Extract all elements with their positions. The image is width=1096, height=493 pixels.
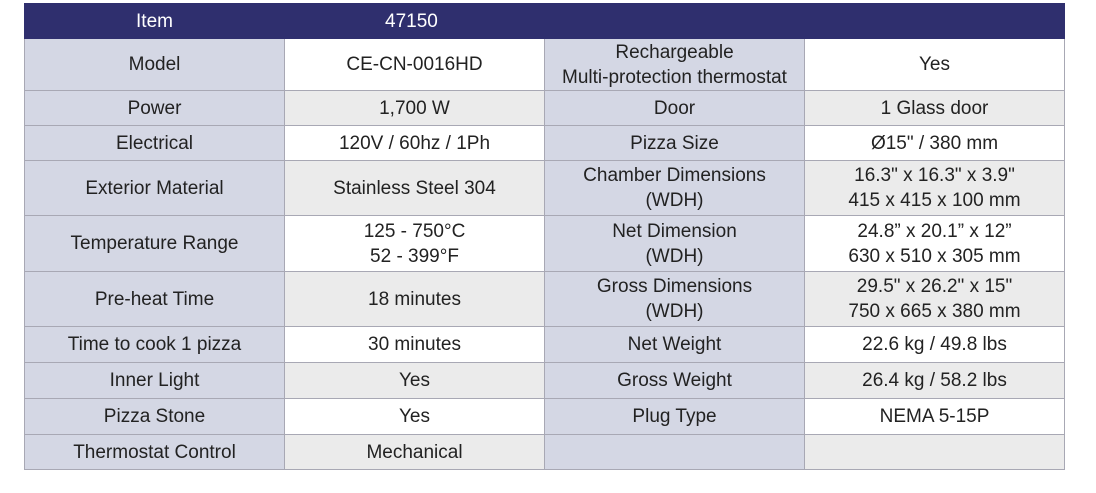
spec-value bbox=[803, 434, 1066, 470]
spec-label: Rechargeable Multi-protection thermostat bbox=[544, 38, 805, 91]
spec-value: 120V / 60hz / 1Ph bbox=[284, 125, 545, 161]
spec-value: CE-CN-0016HD bbox=[284, 38, 545, 91]
spec-label: Gross Weight bbox=[544, 362, 805, 399]
spec-value: 22.6 kg / 49.8 lbs bbox=[803, 326, 1066, 363]
spec-label: Pre-heat Time bbox=[24, 271, 285, 327]
spec-label: Exterior Material bbox=[24, 160, 285, 216]
spec-value: Yes bbox=[803, 38, 1066, 91]
spec-value: 16.3" x 16.3" x 3.9" 415 x 415 x 100 mm bbox=[803, 160, 1066, 216]
spec-label: Pizza Size bbox=[544, 125, 805, 161]
table-row: Thermostat Control Mechanical bbox=[24, 434, 1066, 470]
spec-value: 26.4 kg / 58.2 lbs bbox=[803, 362, 1066, 399]
item-label: Item bbox=[24, 3, 285, 39]
spec-value: Yes bbox=[284, 398, 545, 435]
spec-value: 24.8” x 20.1” x 12” 630 x 510 x 305 mm bbox=[803, 215, 1066, 272]
spec-value: 125 - 750°C 52 - 399°F bbox=[284, 215, 545, 272]
spec-label: Time to cook 1 pizza bbox=[24, 326, 285, 363]
spec-label: Chamber Dimensions (WDH) bbox=[544, 160, 805, 216]
spec-label: Power bbox=[24, 90, 285, 126]
table-row: Temperature Range 125 - 750°C 52 - 399°F … bbox=[24, 215, 1066, 272]
spec-label: Electrical bbox=[24, 125, 285, 161]
spec-label: Plug Type bbox=[544, 398, 805, 435]
spec-value: 1 Glass door bbox=[803, 90, 1066, 126]
spec-label: Net Weight bbox=[544, 326, 805, 363]
spec-label: Net Dimension (WDH) bbox=[544, 215, 805, 272]
spec-value: 1,700 W bbox=[284, 90, 545, 126]
table-row: Power 1,700 W Door 1 Glass door bbox=[24, 90, 1066, 126]
table-row: Model CE-CN-0016HD Rechargeable Multi-pro… bbox=[24, 38, 1066, 91]
spec-value: Stainless Steel 304 bbox=[284, 160, 545, 216]
spec-label: Inner Light bbox=[24, 362, 285, 399]
spec-value: 30 minutes bbox=[284, 326, 545, 363]
table-row: Pre-heat Time 18 minutes Gross Dimension… bbox=[24, 271, 1066, 327]
spec-value: NEMA 5-15P bbox=[803, 398, 1066, 435]
spec-label: Gross Dimensions (WDH) bbox=[544, 271, 805, 327]
table-row: Electrical 120V / 60hz / 1Ph Pizza Size … bbox=[24, 125, 1066, 161]
spec-label: Pizza Stone bbox=[24, 398, 285, 435]
item-number: 47150 bbox=[283, 3, 1066, 39]
spec-label: Model bbox=[24, 38, 285, 91]
spec-label bbox=[544, 434, 805, 470]
table-row: Exterior Material Stainless Steel 304 Ch… bbox=[24, 160, 1066, 216]
table-row: Inner Light Yes Gross Weight 26.4 kg / 5… bbox=[24, 362, 1066, 399]
spec-value: 29.5" x 26.2" x 15" 750 x 665 x 380 mm bbox=[803, 271, 1066, 327]
spec-label: Thermostat Control bbox=[24, 434, 285, 470]
spec-value: Yes bbox=[284, 362, 545, 399]
spec-table: Item 47150 Model CE-CN-0016HD Rechargeab… bbox=[24, 3, 1066, 470]
spec-value: Ø15" / 380 mm bbox=[803, 125, 1066, 161]
table-header-row: Item 47150 bbox=[24, 3, 1066, 39]
spec-value: 18 minutes bbox=[284, 271, 545, 327]
table-row: Time to cook 1 pizza 30 minutes Net Weig… bbox=[24, 326, 1066, 363]
table-row: Pizza Stone Yes Plug Type NEMA 5-15P bbox=[24, 398, 1066, 435]
spec-label: Temperature Range bbox=[24, 215, 285, 272]
spec-label: Door bbox=[544, 90, 805, 126]
spec-value: Mechanical bbox=[284, 434, 545, 470]
